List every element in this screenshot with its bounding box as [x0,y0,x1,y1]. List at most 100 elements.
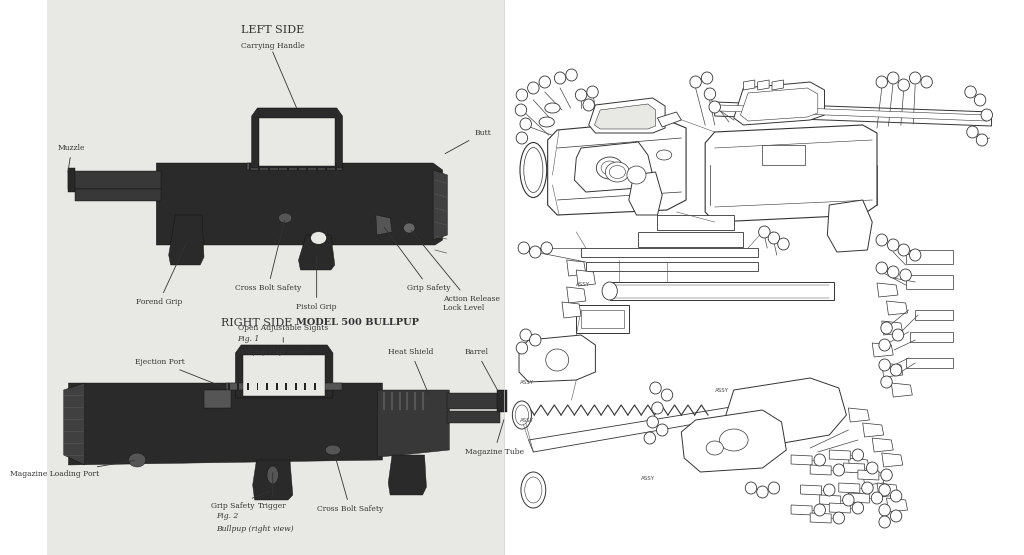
Polygon shape [595,104,655,129]
Bar [278,163,280,170]
Bar [326,163,327,170]
Text: Grip Safety: Grip Safety [211,491,270,510]
Ellipse shape [566,69,578,81]
Text: Bullpup (left view): Bullpup (left view) [238,348,309,356]
Polygon shape [299,235,335,270]
Ellipse shape [529,334,541,346]
Bar [905,275,953,289]
Ellipse shape [909,72,921,84]
Bar [68,168,75,192]
Bar [275,383,278,390]
Polygon shape [872,438,893,452]
Ellipse shape [879,504,890,516]
Text: ASSY: ASSY [520,417,534,422]
Polygon shape [720,105,987,121]
Text: Muzzle: Muzzle [58,144,85,172]
Ellipse shape [759,226,770,238]
Bar [581,310,624,328]
Bar [657,215,734,230]
Ellipse shape [520,143,547,198]
Ellipse shape [587,86,598,98]
Polygon shape [577,270,595,286]
Bar [577,305,629,333]
Ellipse shape [866,462,878,474]
Bar [447,411,500,423]
Bar [306,163,308,170]
Polygon shape [743,80,755,90]
Ellipse shape [965,86,976,98]
Text: Cross Bolt Safety: Cross Bolt Safety [234,221,301,292]
Ellipse shape [647,416,658,428]
Ellipse shape [823,484,835,496]
Bar [915,310,953,320]
Ellipse shape [521,472,546,508]
Polygon shape [829,450,850,460]
Polygon shape [259,118,335,166]
Ellipse shape [644,432,655,444]
Polygon shape [848,493,869,503]
Polygon shape [548,120,686,215]
Ellipse shape [656,424,668,436]
Ellipse shape [520,118,531,130]
Ellipse shape [596,157,623,179]
Polygon shape [810,465,831,475]
Ellipse shape [267,466,279,484]
Ellipse shape [898,79,909,91]
Ellipse shape [627,166,646,184]
Ellipse shape [877,76,888,88]
Polygon shape [681,410,786,472]
Text: ASSY: ASSY [641,476,655,481]
Ellipse shape [745,482,757,494]
Bar [247,163,342,170]
Ellipse shape [852,449,863,461]
Ellipse shape [308,231,329,249]
Ellipse shape [554,72,566,84]
Ellipse shape [516,89,527,101]
Ellipse shape [843,494,854,506]
Ellipse shape [888,239,899,251]
Ellipse shape [890,510,902,522]
Ellipse shape [701,72,713,84]
Bar [586,262,758,271]
Polygon shape [891,383,912,397]
Ellipse shape [921,76,933,88]
Bar [266,383,268,390]
Polygon shape [388,455,426,495]
Polygon shape [877,283,898,297]
Polygon shape [243,355,326,396]
Bar [763,145,806,165]
Bar [297,163,299,170]
Ellipse shape [650,382,662,394]
Ellipse shape [777,238,790,250]
Polygon shape [574,142,652,192]
Ellipse shape [601,161,618,175]
Polygon shape [740,88,818,121]
Bar [238,383,240,390]
Text: RIGHT SIDE: RIGHT SIDE [221,318,292,328]
Ellipse shape [768,232,779,244]
Ellipse shape [656,150,672,160]
Polygon shape [872,343,893,357]
Ellipse shape [690,76,701,88]
Ellipse shape [981,109,992,121]
Ellipse shape [892,329,904,341]
Ellipse shape [662,389,673,401]
Text: Pistol Grip: Pistol Grip [296,256,337,311]
Polygon shape [528,405,746,452]
Polygon shape [724,378,847,445]
Polygon shape [827,200,872,252]
Polygon shape [829,503,850,513]
Ellipse shape [888,72,899,84]
Ellipse shape [279,213,292,223]
Polygon shape [566,260,586,276]
Ellipse shape [605,162,630,182]
Bar [295,383,297,390]
Polygon shape [63,383,85,465]
Text: Forend Grip: Forend Grip [136,243,186,306]
Polygon shape [589,98,665,133]
Polygon shape [882,453,903,467]
Ellipse shape [967,126,978,138]
Ellipse shape [871,492,883,504]
Bar [905,250,953,264]
Ellipse shape [539,117,554,127]
